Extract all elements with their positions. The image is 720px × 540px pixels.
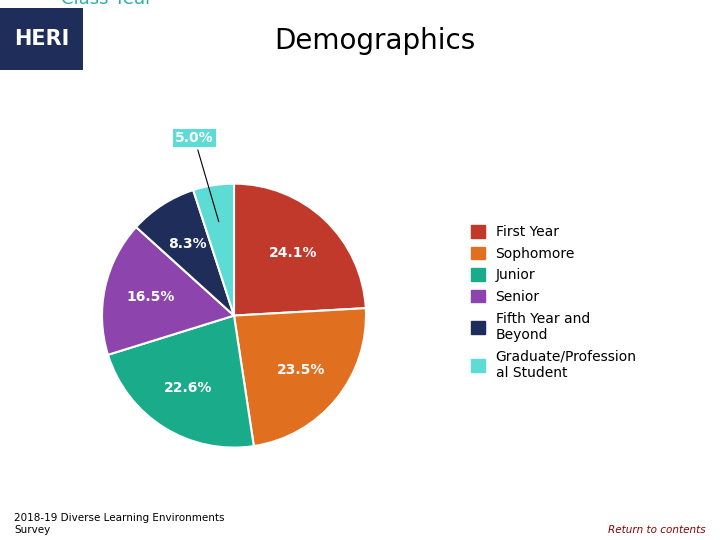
Text: HERI: HERI xyxy=(14,29,69,49)
Text: 2018-19 Diverse Learning Environments
Survey: 2018-19 Diverse Learning Environments Su… xyxy=(14,513,225,535)
Wedge shape xyxy=(136,190,234,315)
Legend: First Year, Sophomore, Junior, Senior, Fifth Year and
Beyond, Graduate/Professio: First Year, Sophomore, Junior, Senior, F… xyxy=(471,225,636,380)
Text: 24.1%: 24.1% xyxy=(269,246,318,260)
Text: 5.0%: 5.0% xyxy=(175,131,219,222)
Text: 23.5%: 23.5% xyxy=(276,363,325,377)
Wedge shape xyxy=(234,308,366,446)
Wedge shape xyxy=(234,184,366,315)
Wedge shape xyxy=(108,315,254,448)
Text: 8.3%: 8.3% xyxy=(168,237,207,251)
Wedge shape xyxy=(102,227,234,355)
Text: 16.5%: 16.5% xyxy=(126,290,174,304)
Text: 22.6%: 22.6% xyxy=(164,381,212,395)
Text: Return to contents: Return to contents xyxy=(608,524,706,535)
Text: Class Year: Class Year xyxy=(61,0,153,8)
Text: Demographics: Demographics xyxy=(274,27,475,55)
Wedge shape xyxy=(193,184,234,315)
